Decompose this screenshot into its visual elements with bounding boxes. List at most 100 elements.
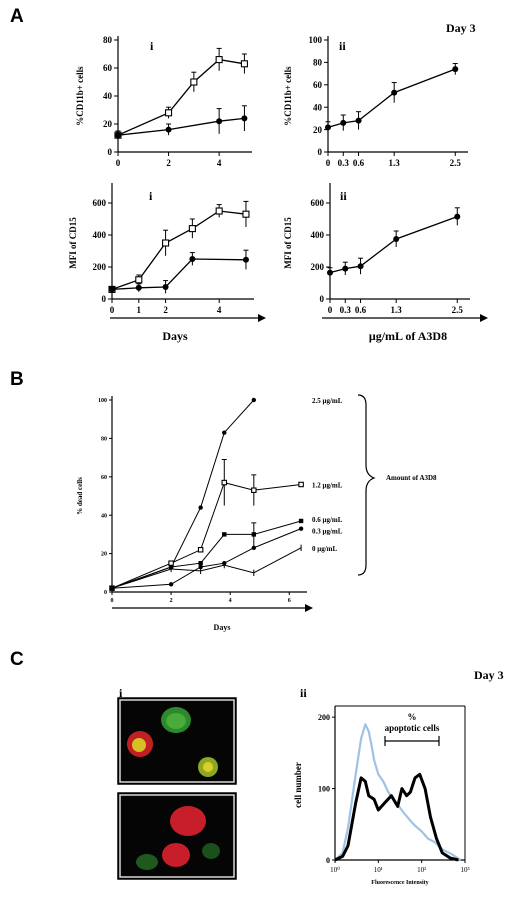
day3-label-C: Day 3 <box>474 668 504 682</box>
y-tick-label: 40 <box>101 513 107 519</box>
x-tick-label: 0 <box>111 598 114 604</box>
y-tick-label: 80 <box>101 437 107 443</box>
marker-filled-square <box>222 532 227 537</box>
marker-open-square <box>298 481 304 488</box>
marker-filled-circle <box>325 124 331 131</box>
panel-C-ii-label: ii <box>300 686 307 700</box>
marker-filled-circle <box>251 397 257 403</box>
marker-filled-square <box>198 561 203 566</box>
conc-arrowhead-A <box>480 314 488 322</box>
x-tick-label: 0 <box>326 158 331 168</box>
y-tick-label: 60 <box>103 63 113 73</box>
x-tick-label: 0 <box>110 305 115 315</box>
marker-filled-circle <box>391 89 398 96</box>
x-tick-label: 1 <box>137 305 142 315</box>
chart-B-dead-cells: 0 20 40 60 80 100 0 2 4 6 % dead cells 2.5 μg/mL 1.2… <box>76 396 343 604</box>
y-tick-label: 200 <box>318 713 330 722</box>
days-arrowhead-B <box>305 604 313 612</box>
y-axis-title: cell number <box>293 762 303 808</box>
marker-filled-circle <box>135 284 142 291</box>
y-tick-label: 20 <box>103 119 113 129</box>
marker-filled-circle <box>393 236 400 242</box>
marker-filled-circle <box>454 213 461 220</box>
y-tick-label: 0 <box>104 590 107 596</box>
marker-filled-circle <box>357 263 364 270</box>
conc-label-A: μg/mL of A3D8 <box>369 329 447 343</box>
chart-A-ii-CD15: 0 200 400 600 0 0.3 0.6 1.3 2.5 MFI of CD15 ii <box>283 183 470 315</box>
y-tick-label: 400 <box>93 230 107 240</box>
marker-open-square <box>135 276 143 284</box>
chart-C-histogram: 0 100 200 10⁰ 10¹ 10² 10³ cell number Fluorescen… <box>293 705 470 886</box>
marker-open-square <box>242 210 250 218</box>
cell-dead-2 <box>162 843 190 867</box>
y-axis-title: % dead cells <box>76 477 84 515</box>
y-tick-label: 200 <box>311 262 325 272</box>
marker-filled-circle <box>241 115 248 122</box>
panel-sublabel: ii <box>340 189 347 203</box>
series-line <box>111 258 247 291</box>
panel-sublabel: i <box>150 39 154 53</box>
marker-filled-circle <box>222 430 227 435</box>
marker-filled-circle <box>198 564 203 570</box>
panel-sublabel: i <box>149 189 153 203</box>
series-line <box>111 399 255 589</box>
y-tick-label: 600 <box>93 198 107 208</box>
y-tick-label: 60 <box>101 475 107 481</box>
cell-dead-1 <box>170 806 206 836</box>
y-axis-title: %CD11b+ cells <box>283 66 293 126</box>
day3-label-A: Day 3 <box>446 21 476 35</box>
marker-filled-circle <box>340 119 347 126</box>
x-tick-label: 1.3 <box>389 158 401 168</box>
panel-sublabel: ii <box>339 39 346 53</box>
marker-filled-circle <box>165 126 172 133</box>
x-tick-label: 4 <box>229 598 232 604</box>
cell-live-core <box>166 713 186 729</box>
marker-filled-square <box>251 532 257 537</box>
days-arrowhead-A <box>258 314 266 322</box>
marker-filled-circle <box>355 117 362 124</box>
y-tick-label: 0 <box>102 294 107 304</box>
marker-filled-circle <box>251 545 257 551</box>
x-tick-label: 0.6 <box>353 158 365 168</box>
cell-early-apoptotic-core <box>203 762 213 772</box>
micrograph-top <box>117 697 237 785</box>
y-tick-label: 400 <box>311 230 325 240</box>
series-label: 0 μg/mL <box>312 545 337 553</box>
x-tick-label: 0.6 <box>355 305 367 315</box>
y-tick-label: 20 <box>313 125 323 135</box>
panel-label-B: B <box>10 369 24 390</box>
marker-filled-circle <box>198 505 203 510</box>
series-line <box>111 520 302 589</box>
series-line <box>117 58 245 136</box>
x-tick-label: 0.3 <box>338 158 350 168</box>
micrograph-bottom <box>117 792 237 880</box>
x-tick-label: 2 <box>170 598 173 604</box>
series-line <box>329 215 458 274</box>
histogram-treated-curve <box>334 772 459 862</box>
x-tick-label: 4 <box>217 305 222 315</box>
series-label: 2.5 μg/mL <box>312 397 343 405</box>
marker-filled-circle <box>168 582 174 587</box>
series-label: 0.6 μg/mL <box>312 516 343 524</box>
marker-open-square <box>251 487 257 493</box>
marker-open-square <box>162 239 170 247</box>
x-tick-label: 0 <box>116 158 121 168</box>
marker-filled-circle <box>242 256 249 263</box>
y-tick-label: 0 <box>108 147 113 157</box>
y-tick-label: 100 <box>309 35 323 45</box>
x-tick-label: 2.5 <box>450 158 462 168</box>
marker-open-square <box>165 109 173 117</box>
chart-A-ii-CD11b: 0 20 40 60 80 100 0 0.3 0.6 1.3 2.5 %CD11b+ cells ii <box>283 35 468 168</box>
series-line <box>111 482 302 589</box>
days-label-A: Days <box>162 329 188 343</box>
y-tick-label: 0 <box>318 147 323 157</box>
x-tick-label: 1.3 <box>391 305 403 315</box>
histogram-control-curve <box>334 723 462 861</box>
marker-open-square <box>197 547 204 553</box>
pct-apoptotic-sign: % <box>408 712 417 722</box>
y-tick-label: 100 <box>98 398 107 404</box>
marker-open-square <box>215 56 223 64</box>
x-tick-label: 6 <box>288 598 291 604</box>
series-line <box>327 68 456 129</box>
